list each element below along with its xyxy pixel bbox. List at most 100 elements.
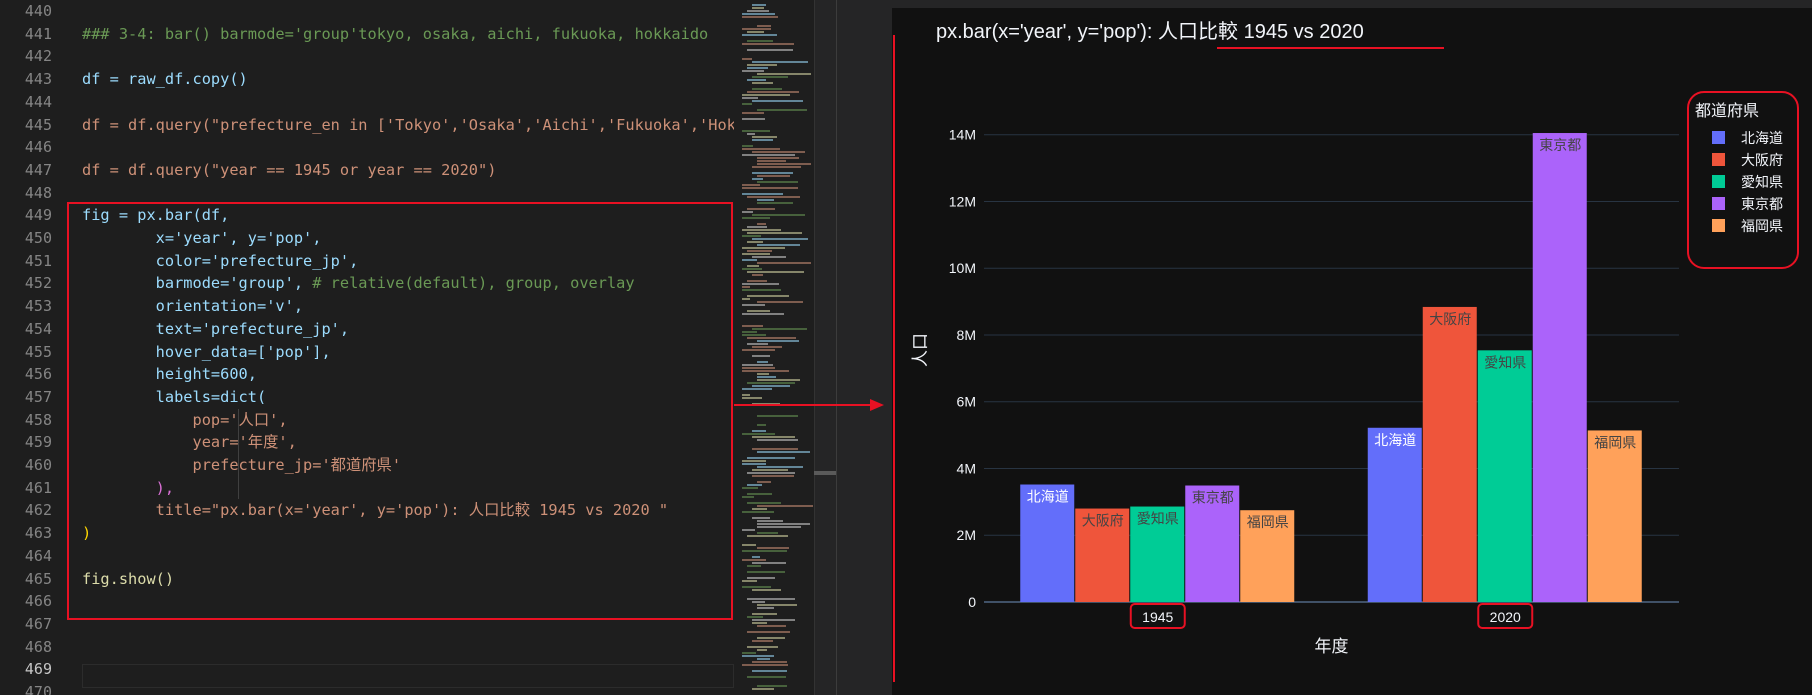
minimap-line — [752, 256, 787, 258]
minimap-line — [757, 415, 798, 417]
line-number: 460 — [24, 456, 52, 474]
code-line-449[interactable]: fig = px.bar(df, — [82, 206, 230, 225]
minimap-line — [752, 139, 774, 141]
minimap-line — [742, 511, 775, 513]
y-tick-label: 4M — [957, 460, 976, 476]
minimap-line — [742, 331, 758, 333]
vertical-scrollbar[interactable] — [814, 0, 837, 695]
minimap-line — [757, 361, 769, 363]
minimap-line — [757, 25, 772, 27]
code-editor[interactable]: 440 441 442 443 444 445 446 447 448 449 450 451 452 4… — [0, 0, 734, 695]
line-number: 442 — [24, 47, 52, 66]
legend-swatch — [1712, 197, 1725, 210]
minimap-line — [742, 217, 770, 219]
code-line-459[interactable]: year='年度', — [82, 433, 297, 452]
minimap-line — [752, 385, 790, 387]
line-number: 441 — [24, 24, 52, 43]
code-line-460[interactable]: prefecture_jp='都道府県' — [82, 456, 402, 474]
bar-data-label: 東京都 — [1539, 137, 1581, 153]
code-line-447[interactable]: df = df.query("year == 1945 or year == 2… — [82, 160, 497, 179]
minimap-line — [752, 670, 788, 672]
code-line-456[interactable]: height=600, — [82, 365, 257, 384]
pane-divider[interactable] — [836, 0, 837, 695]
minimap-line — [752, 601, 765, 603]
minimap-line — [742, 559, 766, 561]
minimap-line — [742, 94, 790, 96]
minimap-line — [747, 598, 796, 600]
minimap-line — [752, 661, 788, 663]
code-line-451[interactable]: color='prefecture_jp', — [82, 251, 359, 270]
code-area[interactable]: ### 3-4: bar() barmode='group'tokyo, osa… — [82, 0, 734, 695]
code-line-450[interactable]: x='year', y='pop', — [82, 229, 322, 247]
code-line-457[interactable]: labels=dict( — [82, 387, 267, 406]
minimap-line — [757, 109, 808, 111]
minimap-line — [757, 523, 811, 525]
line-number: 468 — [24, 637, 52, 656]
bar-data-label: 愛知県 — [1484, 354, 1526, 370]
code-line-455[interactable]: hover_data=['pop'], — [82, 342, 331, 361]
line-number: 459 — [24, 433, 52, 452]
y-tick-label: 12M — [949, 193, 976, 209]
minimap-line — [757, 607, 775, 609]
minimap-line — [742, 268, 763, 270]
minimap[interactable] — [734, 0, 814, 695]
bar-data-label: 大阪府 — [1429, 311, 1471, 327]
minimap-line — [757, 685, 788, 687]
minimap-line — [742, 394, 751, 396]
legend-title: 都道府県 — [1695, 102, 1759, 120]
minimap-line — [752, 619, 796, 621]
line-number: 466 — [24, 592, 52, 611]
minimap-line — [757, 175, 791, 177]
code-line-462[interactable]: title="px.bar(x='year', y='pop'): 人口比較 1… — [82, 501, 669, 520]
line-number: 457 — [24, 387, 52, 406]
minimap-line — [752, 178, 763, 180]
plotly-figure[interactable]: 0 2M 4M 6M 8M 10M 12M 14M 北海道 大阪府 愛知県 東京都 福岡県 1945 北海道… — [892, 8, 1812, 695]
minimap-line — [742, 289, 781, 291]
code-line-445[interactable]: df = df.query("prefecture_en in ['Tokyo'… — [82, 115, 734, 134]
minimap-line — [742, 664, 789, 666]
minimap-line — [742, 460, 766, 462]
minimap-line — [757, 340, 799, 342]
minimap-line — [747, 565, 762, 567]
legend-swatch — [1712, 219, 1725, 232]
bar-data-label: 北海道 — [1374, 432, 1416, 448]
minimap-line — [757, 262, 812, 264]
minimap-line — [747, 280, 768, 282]
minimap-line — [742, 34, 778, 36]
code-line-443[interactable]: df = raw_df.copy() — [82, 70, 248, 89]
bar-data-label: 東京都 — [1192, 490, 1234, 506]
minimap-line — [747, 208, 776, 210]
minimap-line — [752, 76, 788, 78]
minimap-line — [747, 250, 772, 252]
code-line-458[interactable]: pop='人口', — [82, 410, 288, 429]
code-line-452[interactable]: barmode='group', # relative(default), gr… — [82, 274, 635, 293]
legend-item-label: 東京都 — [1741, 196, 1783, 212]
code-line-465[interactable]: fig.show() — [82, 569, 175, 588]
minimap-line — [742, 247, 786, 249]
minimap-line — [752, 136, 777, 138]
line-number: 448 — [24, 183, 52, 202]
minimap-line — [742, 283, 780, 285]
code-line-454[interactable]: text='prefecture_jp', — [82, 319, 350, 338]
minimap-line — [747, 493, 772, 495]
scrollbar-thumb[interactable] — [814, 471, 836, 475]
code-line-461[interactable]: ), — [82, 478, 175, 497]
code-line-463[interactable]: ) — [82, 524, 92, 543]
code-highlight-box — [67, 202, 733, 620]
line-number: 445 — [24, 115, 52, 134]
minimap-line — [747, 271, 804, 273]
minimap-line — [757, 466, 804, 468]
minimap-line — [752, 61, 808, 63]
minimap-line — [742, 43, 795, 45]
line-number: 451 — [24, 251, 52, 270]
minimap-line — [742, 229, 782, 231]
minimap-line — [742, 13, 775, 15]
code-line-441[interactable]: ### 3-4: bar() barmode='group'tokyo, osa… — [82, 24, 709, 43]
line-number-gutter: 440 441 442 443 444 445 446 447 448 449 450 451 452 4… — [0, 0, 60, 695]
line-number: 450 — [24, 229, 52, 247]
code-line-453[interactable]: orientation='v', — [82, 297, 304, 316]
minimap-line — [747, 295, 789, 297]
minimap-line — [742, 364, 773, 366]
tick-highlight-box — [1477, 603, 1534, 629]
